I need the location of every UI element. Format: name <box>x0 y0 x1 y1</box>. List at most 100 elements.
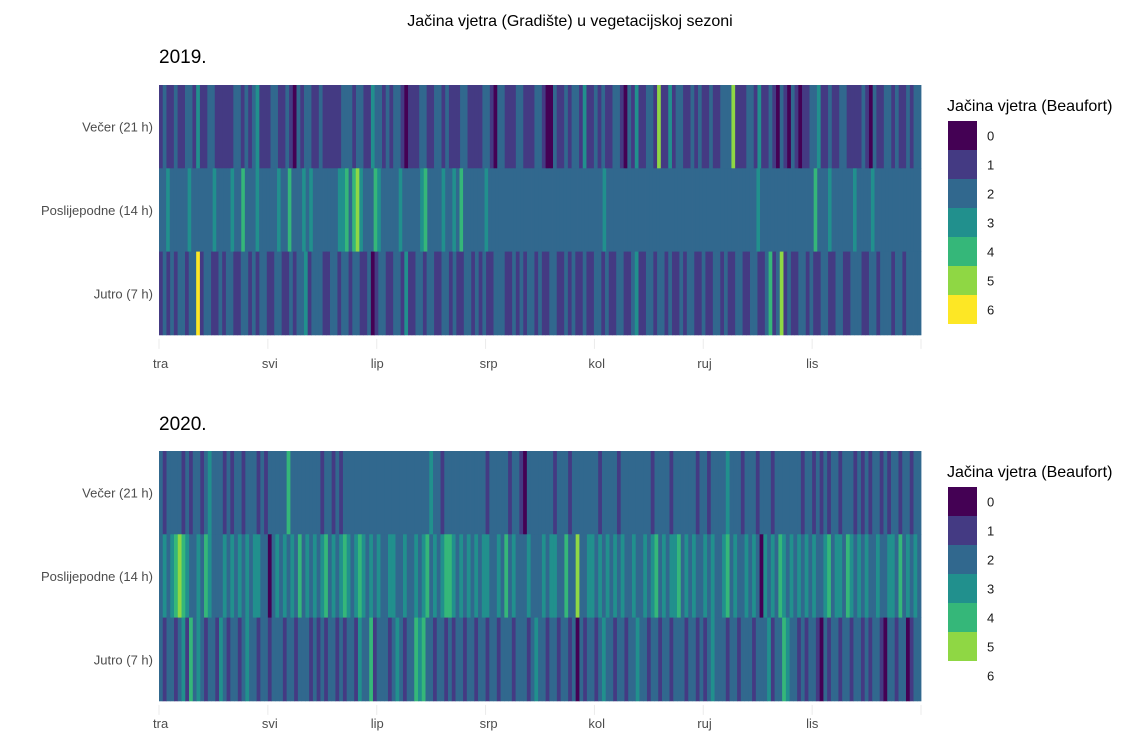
heatmap-cell <box>667 168 671 252</box>
heatmap-cell <box>913 534 918 618</box>
x-tick-label: kol <box>588 356 605 371</box>
heatmap-cell <box>812 617 817 702</box>
heatmap-cell <box>448 251 454 336</box>
heatmap-cell <box>709 168 714 252</box>
heatmap-cell <box>420 168 425 252</box>
heatmap-cell <box>367 85 372 169</box>
heatmap-cell <box>393 85 398 169</box>
heatmap-cell <box>695 451 700 535</box>
heatmap-cell <box>219 168 224 252</box>
heatmap-cell <box>669 617 674 702</box>
heatmap-cell <box>523 251 528 336</box>
heatmap-cell <box>781 168 786 252</box>
heatmap-cell <box>251 251 257 336</box>
heatmap-cell <box>753 251 758 336</box>
heatmap-cell <box>864 534 869 618</box>
heatmap-cell <box>729 451 734 535</box>
heatmap-cell <box>717 168 722 252</box>
heatmap-cell <box>680 451 685 535</box>
heatmap-cell <box>902 251 907 336</box>
heatmap-cell <box>883 85 888 169</box>
heatmap-cell <box>300 85 305 169</box>
heatmap-cell <box>909 251 914 336</box>
heatmap-cell <box>237 251 242 336</box>
heatmap-cell <box>738 168 743 252</box>
heatmap-cell <box>474 85 480 169</box>
panel-title: 2019. <box>159 47 207 68</box>
heatmap-cell <box>608 251 613 336</box>
heatmap-cell <box>792 168 797 252</box>
heatmap-cell <box>724 85 729 169</box>
heatmap-cell <box>746 85 751 169</box>
heatmap-cell <box>327 168 332 252</box>
y-tick-label: Večer (21 h) <box>82 486 153 501</box>
heatmap-cell <box>849 534 854 618</box>
heatmap-cell <box>411 85 416 169</box>
heatmap-cell <box>415 85 420 169</box>
heatmap-cell <box>860 617 866 702</box>
heatmap-cell <box>203 251 208 336</box>
heatmap-cell <box>720 251 725 336</box>
heatmap-cell <box>320 534 325 618</box>
heatmap-cell <box>744 534 749 618</box>
heatmap-cell <box>245 451 250 535</box>
heatmap-cell <box>275 617 280 702</box>
heatmap-cell <box>875 534 881 618</box>
heatmap-cell <box>459 534 464 618</box>
heatmap-cell <box>616 168 621 252</box>
heatmap-cell <box>654 451 659 535</box>
legend-label: 3 <box>987 216 994 231</box>
heatmap-cell <box>226 168 231 252</box>
heatmap-cell <box>326 85 331 169</box>
heatmap-cell <box>798 85 803 169</box>
heatmap-cell <box>355 168 360 252</box>
heatmap-cell <box>545 85 550 169</box>
heatmap-cell <box>489 451 494 535</box>
heatmap-cell <box>290 534 295 618</box>
heatmap-cell <box>516 168 521 252</box>
heatmap-cell <box>831 168 836 252</box>
heatmap-cell <box>894 251 900 336</box>
heatmap-cell <box>350 534 355 618</box>
heatmap-cell <box>790 251 796 336</box>
heatmap-cell <box>707 617 712 702</box>
heatmap-cell <box>471 85 476 169</box>
heatmap-cell <box>463 534 468 618</box>
heatmap-cell <box>701 85 706 169</box>
heatmap-cell <box>290 451 295 535</box>
heatmap-cell <box>605 617 610 702</box>
heatmap-cell <box>899 168 904 252</box>
heatmap-cell <box>204 451 209 535</box>
heatmap-cell <box>222 85 227 169</box>
heatmap-cell <box>441 85 446 169</box>
heatmap-cell <box>200 451 205 535</box>
heatmap-cell <box>474 251 480 336</box>
heatmap-cell <box>404 251 409 336</box>
heatmap-cell <box>722 451 727 535</box>
legend-key <box>948 661 977 690</box>
heatmap-cell <box>230 451 235 535</box>
heatmap-cell <box>500 251 506 336</box>
heatmap-cell <box>541 617 547 702</box>
heatmap-cell <box>649 85 654 169</box>
heatmap-cell <box>828 251 833 336</box>
heatmap-cell <box>260 617 265 702</box>
heatmap-cell <box>370 168 375 252</box>
heatmap-cell <box>219 534 224 618</box>
heatmap-cell <box>854 85 859 169</box>
heatmap-cell <box>174 451 179 535</box>
heatmap-cell <box>917 251 922 336</box>
heatmap-cell <box>635 534 640 618</box>
heatmap-cell <box>598 617 603 702</box>
heatmap-cell <box>671 251 677 336</box>
heatmap-cell <box>271 617 276 702</box>
heatmap-cell <box>421 451 426 535</box>
heatmap-cell <box>255 251 260 336</box>
heatmap-cell <box>269 168 274 252</box>
heatmap-cell <box>675 85 680 169</box>
heatmap-cell <box>207 617 212 702</box>
heatmap-cell <box>710 534 715 618</box>
heatmap-cell <box>831 85 836 169</box>
heatmap-cell <box>913 451 918 535</box>
heatmap-cell <box>905 451 911 535</box>
